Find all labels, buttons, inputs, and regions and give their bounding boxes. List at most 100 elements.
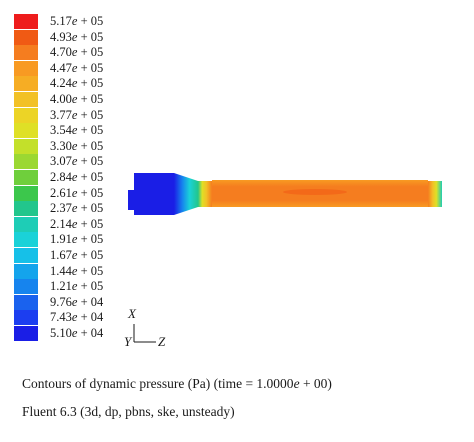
legend-e: e [71,29,78,44]
legend-swatch [14,294,38,310]
legend-e: e [71,248,78,262]
legend-label: 4.24e + 05 [50,76,103,91]
legend-label: 3.54e + 05 [50,123,103,138]
axis-label-x: X [128,306,136,321]
transition-region [198,181,212,207]
legend-exponent: 05 [90,123,104,138]
legend-exponent: 05 [90,60,104,75]
legend-swatch [14,92,38,107]
legend-mantissa: 7.43 [50,310,72,325]
legend-e: e [71,45,78,60]
legend-plus: + [77,263,91,278]
legend-label: 3.07e + 05 [50,154,103,169]
legend-e: e [71,14,78,28]
legend-swatch [14,154,38,170]
legend-swatch [14,123,38,139]
legend-exponent: 05 [90,92,104,106]
legend-swatch [14,216,38,232]
legend-mantissa: 1.44 [50,263,72,278]
figure-caption: Contours of dynamic pressure (Pa) (time … [22,376,332,392]
legend-label: 3.30e + 05 [50,139,103,154]
legend-mantissa: 4.24 [50,76,72,91]
legend-swatch [14,29,38,45]
legend-mantissa: 3.07 [50,154,72,169]
legend-plus: + [77,326,91,340]
legend-plus: + [77,170,91,184]
legend-label: 1.21e + 05 [50,279,103,294]
legend-e: e [71,232,78,247]
legend-mantissa: 4.70 [50,45,72,60]
legend-swatch [14,310,38,326]
legend-mantissa: 9.76 [50,294,72,309]
legend-exponent: 05 [90,248,104,262]
legend-mantissa: 4.47 [50,60,72,75]
legend-swatch [14,326,38,341]
legend-mantissa: 4.93 [50,29,72,44]
legend-exponent: 05 [90,14,104,28]
legend-label: 2.84e + 05 [50,170,103,185]
legend-label: 4.47e + 05 [50,61,103,76]
legend-exponent: 05 [90,170,104,184]
legend-e: e [71,92,78,106]
legend-e: e [71,123,78,138]
legend-plus: + [77,185,91,200]
legend-exponent: 05 [90,76,104,91]
legend-mantissa: 1.21 [50,279,72,294]
legend-plus: + [77,279,91,294]
legend-label: 2.61e + 05 [50,186,103,201]
legend-label: 7.43e + 04 [50,310,103,325]
legend-plus: + [77,60,91,75]
legend-plus: + [77,310,91,325]
legend-swatch [14,170,38,185]
outlet-region [428,181,442,207]
legend-e: e [71,310,78,325]
legend-plus: + [77,76,91,91]
legend-mantissa: 3.54 [50,123,72,138]
legend-swatch [14,185,38,201]
legend-plus: + [77,232,91,247]
legend-mantissa: 5.10 [50,326,72,340]
legend-exponent: 05 [90,216,104,231]
legend-e: e [71,107,78,122]
legend-label: 3.77e + 05 [50,108,103,123]
legend-mantissa: 2.61 [50,185,72,200]
legend-swatch [14,232,38,248]
legend-mantissa: 3.30 [50,138,72,153]
legend-swatch [14,45,38,61]
legend-label: 4.00e + 05 [50,92,103,107]
legend-plus: + [77,138,91,153]
legend-exponent: 05 [90,232,104,247]
legend-plus: + [77,123,91,138]
legend-e: e [71,170,78,184]
caption-exponent-e: e [293,376,300,391]
legend-label: 9.76e + 04 [50,295,103,310]
axis-label-z: Z [158,334,166,349]
legend-swatch [14,263,38,279]
legend-mantissa: 5.17 [50,14,72,28]
legend-label: 1.67e + 05 [50,248,103,263]
caption-text-end: + 00) [299,376,332,391]
pipe-hot-spot [283,189,347,195]
legend-plus: + [77,29,91,44]
legend-exponent: 05 [90,185,104,200]
legend-swatch [14,201,38,217]
diffuser-region [174,173,198,215]
legend-e: e [71,185,78,200]
axis-triad-lines [133,324,156,343]
legend-label: 1.44e + 05 [50,264,103,279]
legend-exponent: 05 [90,263,104,278]
inlet-region [134,173,174,215]
legend-swatch [14,248,38,263]
legend-label: 5.17e + 05 [50,14,103,29]
legend-mantissa: 2.37 [50,201,72,216]
legend-label: 4.70e + 05 [50,45,103,60]
legend-e: e [71,279,78,294]
legend-swatch [14,14,38,29]
legend-label: 4.93e + 05 [50,30,103,45]
legend-exponent: 05 [90,138,104,153]
legend-plus: + [77,107,91,122]
legend-plus: + [77,154,91,169]
inlet-lip [128,190,134,210]
legend-exponent: 04 [90,294,104,309]
legend-e: e [71,216,78,231]
